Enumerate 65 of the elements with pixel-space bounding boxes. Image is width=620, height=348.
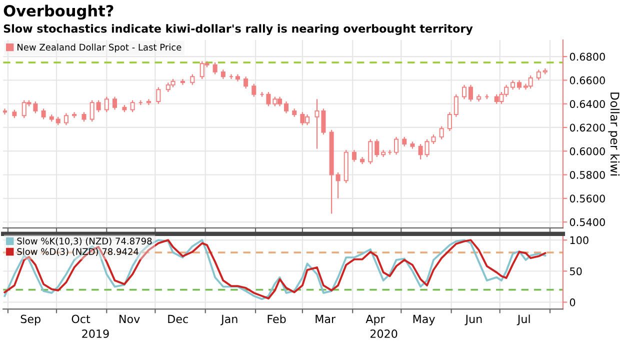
y-axis-title: Dollar per kiwi [608,92,620,176]
candlestick [284,100,289,114]
candlestick [146,98,151,106]
y-tick-label: 0.6200 [570,124,605,132]
y-tick-label: 0.6800 [570,52,605,61]
candlestick [72,112,77,119]
candlestick [402,136,407,147]
y-tick-label: 100 [570,236,588,244]
candlestick [252,83,256,98]
candlestick [439,126,444,140]
candlestick [536,69,541,81]
chart-subtitle: Slow stochastics indicate kiwi-dollar's rally is nearing overbought territory [4,24,473,35]
y-tick-label: 50 [570,267,582,276]
candlestick [220,69,226,80]
y-tick-label: 0.6600 [570,76,605,84]
candlestick [156,86,161,104]
candlestick [3,108,7,116]
x-tick-label: May [413,314,435,326]
candlestick [462,84,467,100]
x-tick-label: Mar [316,314,336,324]
x-tick-label: Oct [72,314,90,324]
x-tick-label: Sep [20,314,40,326]
candlestick [244,76,248,90]
y-tick-label: 0.6400 [570,100,605,108]
candlestick [447,112,452,132]
candlestick [510,80,516,90]
x-tick-label: Feb [268,314,286,324]
candlestick [96,100,101,113]
candlestick [112,96,118,110]
text: 2019 [82,330,109,338]
candlestick [368,138,373,165]
y-tick-label: 0.6000 [570,147,605,156]
candlestick [418,143,423,160]
candlestick [266,91,271,107]
legend-label: New Zealand Dollar Spot - Last Price [18,44,182,52]
candlestick [180,78,185,86]
candlestick [104,96,109,113]
y-tick-label: 0.5600 [570,194,605,202]
candlestick [90,100,94,122]
candlestick [336,172,340,199]
x-tick-label: Jan [220,314,238,326]
y-tick-label: 0.5800 [570,170,605,179]
candlestick [468,84,473,102]
candlestick [64,112,68,126]
legend-label: Slow %K(10,3) (NZD) 74.8798 [17,237,152,246]
candlestick [352,149,356,162]
candlestick [130,100,135,113]
chart-title: Overbought? [4,4,114,20]
x-tick-label: Nov [120,314,140,324]
candlestick [394,136,399,156]
candlestick [82,112,86,122]
x-tick-label: Apr [366,314,385,326]
candlestick [41,108,46,120]
x-tick-label: Jun [464,314,482,326]
candlestick [374,138,380,158]
x-tick-label: Jul [516,314,530,326]
candlestick [212,62,218,75]
candlestick [517,80,522,90]
legend-label: Slow %D(3) (NZD) 78.9424 [17,248,138,256]
candlestick [454,94,458,118]
candlestick [190,74,195,86]
text: 2020 [370,330,398,338]
y-tick-label: 0 [570,298,576,306]
x-tick-label: Dec [168,314,188,324]
y-tick-label: 0.5400 [570,218,605,226]
